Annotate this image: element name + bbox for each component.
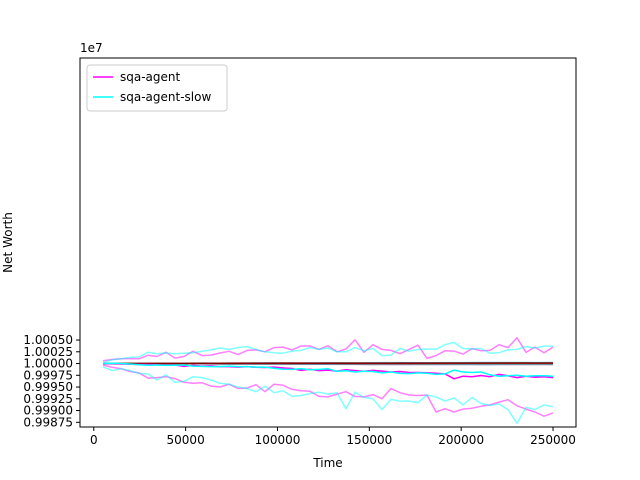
x-tick-label: 150000 bbox=[346, 433, 392, 447]
series-lines bbox=[102, 336, 554, 424]
series-line-sqa-agent-slow-mean bbox=[102, 362, 554, 377]
y-tick-label: 0.99925 bbox=[23, 392, 73, 406]
background-runs bbox=[102, 361, 554, 366]
y-tick-label: 0.99975 bbox=[23, 368, 73, 382]
y-axis-ticks: 0.998750.999000.999250.999500.999751.000… bbox=[23, 333, 80, 429]
plot-area-frame bbox=[79, 57, 577, 428]
legend-box bbox=[86, 64, 228, 112]
y-tick-label: 1.00050 bbox=[23, 333, 73, 347]
y-tick-label: 1.00000 bbox=[23, 357, 73, 371]
legend: sqa-agent sqa-agent-slow bbox=[86, 64, 228, 112]
y-tick-label: 0.99900 bbox=[23, 404, 73, 418]
x-tick-label: 200000 bbox=[438, 433, 484, 447]
y-tick-label: 0.99950 bbox=[23, 380, 73, 394]
x-axis-label: Time bbox=[312, 456, 342, 470]
y-tick-label: 1.00025 bbox=[23, 345, 73, 359]
series-line-sqa-agent-lower bbox=[102, 364, 554, 417]
x-tick-label: 0 bbox=[90, 433, 98, 447]
series-line-sqa-agent-slow-lower bbox=[102, 366, 554, 424]
y-axis-label: Net Worth bbox=[1, 212, 15, 273]
y-tick-label: 0.99875 bbox=[23, 415, 73, 429]
x-tick-label: 50000 bbox=[167, 433, 205, 447]
x-axis-ticks: 0 50000 100000 150000 200000 250000 bbox=[90, 427, 576, 447]
legend-label-sqa-agent-slow: sqa-agent-slow bbox=[120, 90, 211, 104]
x-tick-label: 250000 bbox=[530, 433, 576, 447]
y-axis-offset-text: 1e7 bbox=[80, 41, 103, 55]
x-tick-label: 100000 bbox=[255, 433, 301, 447]
series-line-sqa-agent-slow-upper bbox=[102, 341, 553, 364]
series-line-sqa-agent-upper bbox=[102, 336, 554, 362]
legend-label-sqa-agent: sqa-agent bbox=[120, 70, 181, 84]
